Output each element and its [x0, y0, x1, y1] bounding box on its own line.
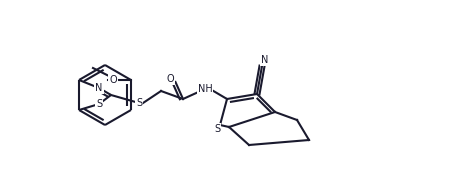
Text: N: N [261, 55, 269, 65]
Text: S: S [214, 124, 220, 134]
Text: S: S [136, 98, 142, 108]
Text: O: O [109, 75, 117, 85]
Text: NH: NH [198, 84, 212, 94]
Text: N: N [95, 83, 103, 93]
Text: S: S [96, 99, 102, 109]
Text: O: O [166, 74, 174, 84]
